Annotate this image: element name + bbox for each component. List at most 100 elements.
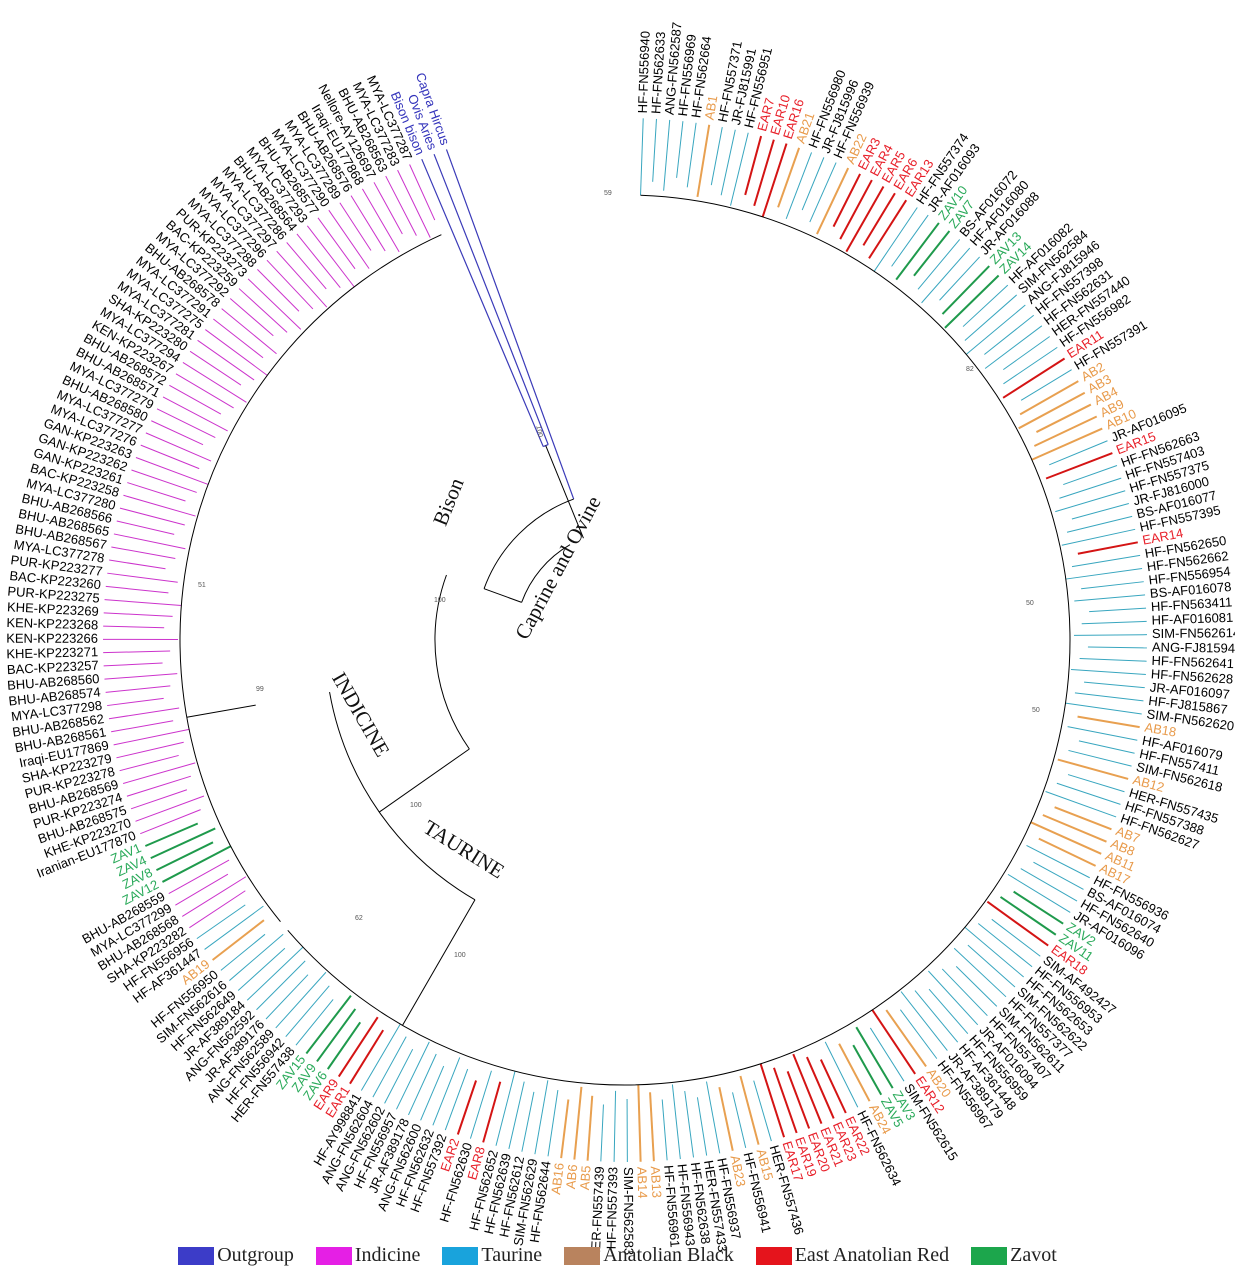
leaf-branch (696, 124, 711, 198)
leaf-branch (1087, 646, 1147, 649)
leaf-branch (145, 432, 212, 462)
leaf-label: AB23 (727, 1154, 748, 1188)
leaf-branch (900, 991, 948, 1051)
leaf-branch (1067, 726, 1138, 741)
leaf-branch (317, 217, 356, 270)
leaf-branch (744, 135, 763, 196)
leaf-label: AB18 (1144, 720, 1178, 740)
leaf-branch (1031, 427, 1103, 461)
legend: Outgroup Indicine Taurine Anatolian Blac… (0, 1244, 1235, 1267)
leaf-branch (977, 923, 1033, 968)
legend-swatch (564, 1246, 601, 1265)
leaf-branch (257, 269, 300, 312)
legend-item-outgroup: Outgroup (178, 1244, 294, 1267)
leaf-branch (316, 1008, 357, 1063)
bootstrap-value: 82 (966, 366, 974, 373)
leaf-branch (1059, 477, 1122, 499)
leaf-branch (1033, 861, 1084, 890)
leaf-branch (1054, 806, 1112, 831)
leaf-branch (873, 207, 918, 272)
leaf-branch (1033, 415, 1098, 447)
bootstrap-value: 62 (355, 915, 363, 922)
leaf-branch (229, 298, 274, 337)
leaf-label: AB6 (563, 1164, 580, 1190)
leaf-branch (1073, 634, 1147, 636)
leaf-branch (1074, 692, 1144, 702)
leaf-branch (939, 256, 980, 301)
leaf-label: AB14 (634, 1167, 650, 1199)
bootstrap-value: 51 (198, 582, 206, 589)
leaf-label: AB13 (648, 1166, 665, 1199)
leaf-branch (119, 754, 179, 772)
leaf-branch (285, 985, 330, 1038)
leaf-branch (792, 1053, 823, 1124)
leaf-branch (238, 288, 288, 333)
leaf-branch (105, 685, 171, 693)
leaf-branch (103, 625, 165, 629)
leaf-branch (122, 762, 196, 784)
leaf-branch (306, 225, 355, 288)
leaf-branch (119, 507, 185, 526)
leaf-label: HF-FN563411 (1150, 594, 1232, 614)
leaf-branch (105, 585, 169, 594)
legend-label: Outgroup (217, 1244, 294, 1266)
leaf-branch (409, 164, 436, 221)
leaf-branch (917, 239, 961, 290)
leaf-branch (140, 444, 200, 470)
leaf-label: SIM-FN562614 (1152, 625, 1235, 641)
leaf-branch (104, 599, 182, 607)
leaf-branch (855, 1026, 894, 1089)
leaf-branch (182, 362, 247, 403)
leaf-branch (305, 995, 352, 1055)
leaf-branch (718, 1086, 734, 1151)
leaf-branch (819, 1059, 847, 1114)
leaf-branch (211, 919, 265, 961)
leaf-branch (296, 233, 341, 288)
leaf-branch (156, 841, 214, 871)
leaf-branch (1056, 782, 1121, 805)
leaf-branch (373, 182, 403, 235)
leaf-branch (1019, 380, 1079, 416)
leaf-branch (962, 284, 1009, 327)
leaf-label: PUR-KP223275 (7, 584, 100, 606)
legend-label: Zavot (1010, 1244, 1057, 1266)
leaf-branch (1074, 594, 1146, 602)
leaf-branch (161, 845, 232, 883)
leaf-branch (469, 1070, 492, 1139)
leaf-branch (326, 1021, 362, 1070)
leaf-branch (421, 158, 544, 447)
bootstrap-value: 50 (1026, 600, 1034, 607)
leaf-branch (991, 918, 1041, 957)
legend-label: Indicine (354, 1244, 421, 1266)
leaf-label: KHE-KP223271 (6, 644, 98, 661)
leaf-branch (953, 947, 1007, 998)
leaf-branch (895, 222, 940, 281)
leaf-branch (1013, 890, 1064, 925)
leaf-branch (123, 494, 196, 517)
leaf-branch (720, 129, 736, 196)
leaf-label: HF-FN557393 (604, 1167, 621, 1250)
leaf-branch (1007, 873, 1071, 913)
leaf-label: SIM-FN562583 (621, 1167, 636, 1255)
leaf-branch (156, 408, 216, 439)
leaf-branch (111, 546, 176, 560)
leaf-branch (237, 947, 286, 991)
leaf-branch (189, 890, 246, 929)
leaf-branch (999, 896, 1057, 936)
leaf-branch (838, 1043, 871, 1102)
leaf-label: BS-AF016078 (1149, 579, 1232, 601)
leaf-branch (408, 1053, 437, 1116)
leaf-branch (1070, 669, 1146, 675)
leaf-branch (649, 1092, 655, 1162)
leaf-branch (547, 1089, 559, 1157)
leaf-branch (135, 457, 209, 485)
leaf-branch (1079, 657, 1147, 662)
leaf-branch (941, 265, 990, 315)
leaf-branch (984, 314, 1035, 355)
leaf-branch (732, 1092, 747, 1148)
leaf-branch (944, 274, 1000, 329)
leaf-label: HF-AF016081 (1151, 610, 1233, 628)
caprine-ovine-arc (521, 544, 571, 603)
leaf-branch (730, 132, 749, 206)
leaf-branch (144, 822, 199, 847)
